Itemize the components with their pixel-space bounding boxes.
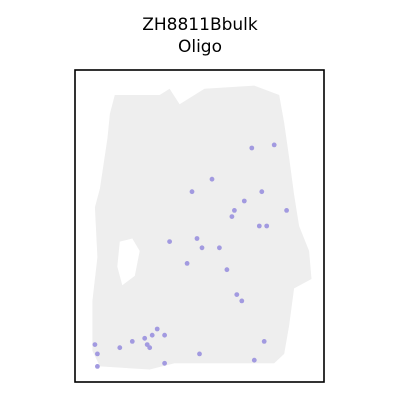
data-point bbox=[209, 176, 215, 182]
plot-frame bbox=[74, 69, 325, 383]
chart-subtitle: Oligo bbox=[177, 37, 223, 57]
data-point bbox=[224, 267, 230, 273]
data-point bbox=[271, 142, 277, 148]
data-point bbox=[194, 236, 200, 241]
data-point bbox=[167, 239, 173, 245]
data-point bbox=[251, 357, 257, 363]
data-point bbox=[162, 360, 168, 366]
data-point bbox=[117, 345, 123, 351]
data-point bbox=[129, 339, 135, 344]
data-point bbox=[229, 214, 235, 220]
data-point bbox=[217, 245, 222, 251]
data-point bbox=[95, 364, 100, 369]
data-point bbox=[264, 223, 270, 229]
data-point bbox=[184, 261, 190, 266]
data-point bbox=[232, 208, 237, 213]
data-point bbox=[261, 339, 267, 344]
data-point bbox=[241, 198, 247, 204]
data-point bbox=[147, 345, 153, 351]
tissue-region bbox=[92, 85, 312, 370]
chart-title-block: ZH8811Bbulk Oligo bbox=[0, 14, 400, 58]
data-point bbox=[284, 208, 289, 213]
data-point bbox=[149, 332, 155, 338]
data-point bbox=[249, 145, 255, 151]
data-point bbox=[162, 332, 168, 338]
data-point bbox=[142, 335, 148, 341]
data-point bbox=[189, 189, 195, 195]
data-point bbox=[259, 189, 265, 195]
data-point bbox=[234, 292, 240, 297]
data-point bbox=[239, 298, 245, 304]
data-point bbox=[95, 351, 100, 357]
data-point bbox=[92, 342, 98, 347]
data-point bbox=[256, 223, 262, 229]
data-point bbox=[199, 245, 205, 251]
data-point bbox=[154, 326, 160, 332]
data-points-layer bbox=[92, 142, 289, 369]
data-point bbox=[197, 351, 202, 357]
chart-title: ZH8811Bbulk bbox=[142, 15, 258, 35]
